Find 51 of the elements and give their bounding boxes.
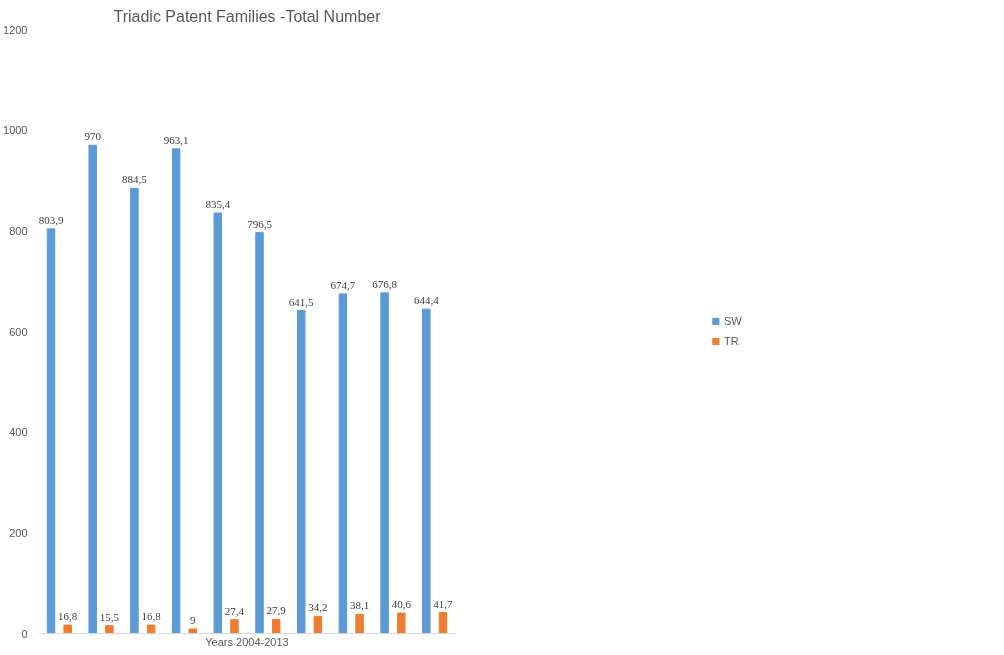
- data-label: 970: [84, 130, 102, 143]
- y-tick-label: 0: [21, 627, 28, 640]
- bar: [213, 212, 223, 634]
- x-axis-title: Years 2004-2013: [205, 635, 289, 648]
- bar: [397, 612, 406, 634]
- bar: [171, 148, 181, 634]
- data-label: 27,4: [224, 604, 245, 617]
- legend-label: SW: [724, 315, 743, 327]
- data-label: 16,8: [58, 610, 78, 623]
- data-label: 27,9: [266, 604, 287, 617]
- bar: [188, 628, 198, 634]
- bar: [296, 310, 306, 634]
- y-tick-label: 600: [9, 325, 28, 338]
- bar: [355, 613, 364, 634]
- bar: [88, 144, 97, 634]
- bar: [230, 619, 239, 634]
- data-label: 835,4: [205, 198, 231, 211]
- bar: [63, 624, 72, 634]
- y-tick-label: 1000: [3, 124, 28, 137]
- data-label: 15,5: [99, 610, 120, 623]
- data-label: 38,1: [349, 599, 370, 612]
- data-label: 884,5: [122, 173, 148, 186]
- bar: [271, 618, 281, 634]
- y-tick-label: 1200: [3, 23, 28, 36]
- bar: [380, 292, 389, 634]
- bar: [313, 615, 323, 634]
- data-label: 40,6: [391, 598, 412, 611]
- bar: [422, 308, 431, 634]
- bar: [130, 187, 139, 634]
- y-tick-label: 200: [9, 526, 28, 539]
- data-label: 676,8: [372, 277, 398, 290]
- data-label: 963,1: [163, 133, 189, 146]
- data-label: 674,7: [330, 278, 356, 291]
- y-tick-label: 400: [9, 426, 28, 439]
- data-label: 796,5: [247, 217, 273, 230]
- y-tick-label: 800: [9, 224, 28, 237]
- bar: [255, 232, 264, 634]
- chart-title: Triadic Patent Families -Total Number: [113, 7, 382, 25]
- bar: [338, 293, 348, 634]
- data-label: 16,8: [141, 610, 162, 623]
- data-label: 9: [190, 613, 197, 626]
- bar: [46, 228, 56, 634]
- data-label: 641,5: [288, 295, 315, 308]
- data-label: 41,7: [433, 597, 454, 610]
- bar: [438, 612, 448, 634]
- data-label: 644,4: [413, 294, 440, 307]
- bar: [146, 624, 156, 634]
- data-label: 803,9: [38, 213, 64, 226]
- legend-label: TR: [724, 335, 740, 347]
- data-label: 34,2: [308, 601, 328, 614]
- bar: [105, 625, 114, 634]
